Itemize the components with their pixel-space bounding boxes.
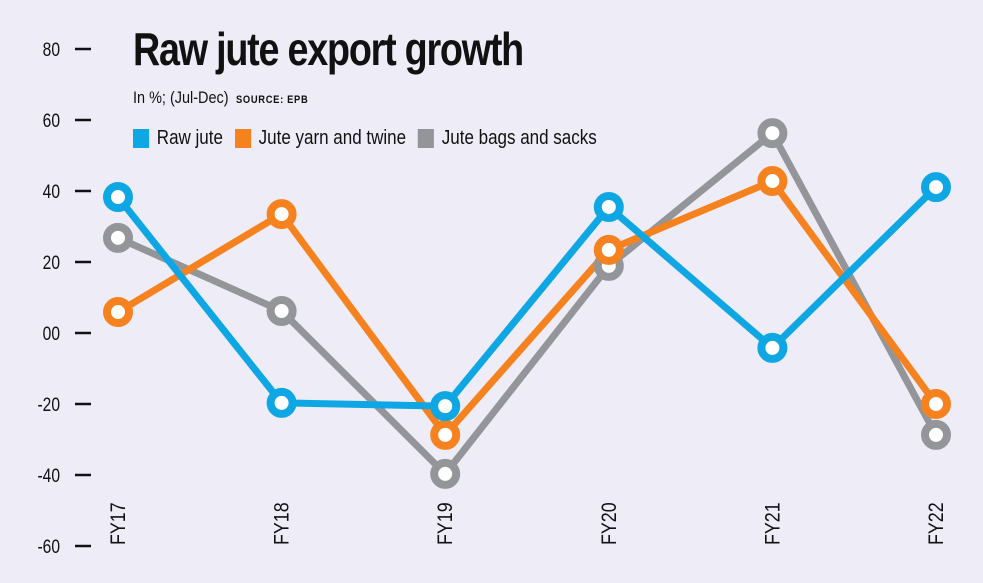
data-point (430, 391, 461, 422)
data-point (266, 387, 297, 418)
data-point (103, 182, 133, 213)
data-point (593, 191, 624, 222)
y-tick-label: 40 (43, 181, 60, 203)
data-point (921, 419, 951, 450)
x-tick-label: FY22 (925, 502, 949, 545)
legend-item-jute-yarn: Jute yarn and twine (234, 127, 407, 150)
y-tick-label: 60 (43, 110, 60, 132)
data-point (921, 172, 951, 203)
legend-label: Jute yarn and twine (258, 127, 407, 149)
x-axis: FY17 FY18 FY19 FY20 FY21 FY22 (107, 502, 949, 545)
legend: Raw jute Jute yarn and twine Jute bags a… (133, 127, 609, 150)
y-axis: 80 60 40 20 00 -20 -40 -60 (37, 39, 91, 558)
y-tick-label: -40 (37, 465, 60, 487)
x-tick-label: FY18 (270, 502, 294, 545)
data-point (103, 222, 133, 253)
y-tick-label: 00 (43, 323, 60, 345)
data-point (593, 234, 624, 265)
legend-swatch (133, 129, 150, 148)
y-tick-label: -60 (37, 536, 60, 558)
legend-label: Jute bags and sacks (441, 127, 597, 149)
x-tick-label: FY21 (761, 502, 785, 545)
x-tick-label: FY20 (597, 502, 621, 545)
series-group (103, 118, 951, 489)
data-point (757, 118, 788, 149)
legend-swatch (417, 129, 435, 148)
data-point (757, 166, 788, 197)
data-point (266, 295, 297, 326)
legend-label: Raw jute (156, 127, 223, 149)
y-tick-label: 20 (43, 252, 60, 274)
subtitle-text: In %; (Jul-Dec) (133, 88, 229, 107)
series-line-raw-jute (115, 184, 939, 410)
data-point (430, 419, 461, 450)
y-tick-label: -20 (37, 394, 60, 416)
series-line-jute-bags-and-sacks (116, 129, 940, 478)
series-line-jute-yarn-and-twine (116, 177, 939, 439)
data-point (266, 199, 297, 230)
legend-item-raw-jute: Raw jute (133, 127, 223, 150)
data-point (430, 458, 461, 489)
x-tick-label: FY17 (107, 502, 131, 545)
y-tick-label: 80 (43, 39, 60, 61)
data-point (921, 389, 951, 419)
chart-title: Raw jute export growth (133, 23, 524, 75)
data-point (103, 297, 133, 328)
source-label: SOURCE: EPB (235, 94, 309, 106)
legend-swatch (234, 129, 251, 148)
chart-subtitle: In %; (Jul-Dec) SOURCE: EPB (133, 88, 308, 108)
data-point (757, 332, 788, 363)
x-tick-label: FY19 (434, 502, 458, 545)
legend-item-jute-bags: Jute bags and sacks (417, 127, 597, 150)
